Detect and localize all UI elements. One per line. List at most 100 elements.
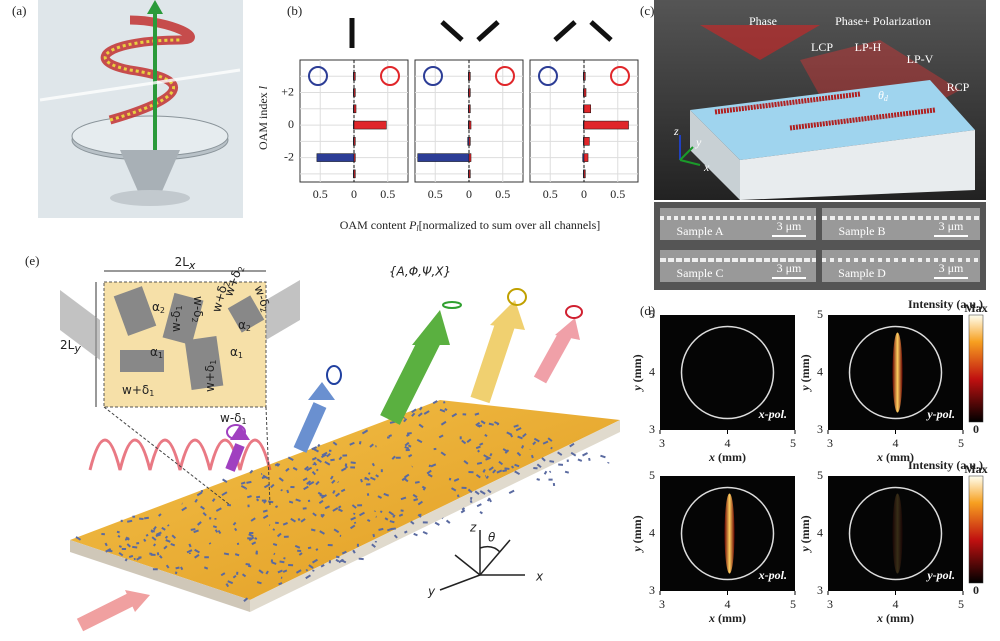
- meta-atom: [318, 499, 324, 505]
- meta-atom: [332, 489, 336, 494]
- meta-atom: [312, 558, 318, 564]
- meta-atom: [326, 453, 331, 458]
- meta-atom: [181, 506, 188, 512]
- meta-atom: [440, 420, 447, 426]
- meta-atom: [365, 429, 368, 432]
- dimension-label: w-δ1: [169, 305, 184, 332]
- meta-atom: [417, 412, 423, 417]
- meta-atom: [476, 461, 483, 465]
- meta-atom: [485, 456, 491, 461]
- meta-atom: [461, 507, 466, 511]
- meta-atom: [359, 511, 365, 517]
- panel-e-art: [60, 270, 620, 632]
- unit: (mm): [630, 515, 644, 543]
- meta-atom: [358, 441, 362, 445]
- meta-atom: [427, 473, 433, 478]
- meta-atom: [388, 434, 393, 438]
- meta-atom: [315, 480, 320, 486]
- meta-atom: [170, 542, 176, 547]
- meta-atoms: [75, 400, 610, 602]
- aperture: [680, 325, 775, 420]
- meta-atom: [532, 441, 537, 446]
- panel-c-art: [654, 0, 986, 290]
- x-subscript: l: [416, 224, 419, 233]
- meta-atom: [302, 477, 308, 482]
- meta-atom: [227, 580, 234, 585]
- meta-atom: [320, 563, 325, 568]
- axis-letter: z: [469, 521, 477, 535]
- panel-label: (a): [12, 3, 26, 18]
- meta-atom: [469, 496, 473, 500]
- meta-atom: [243, 597, 249, 602]
- meta-atom: [514, 470, 521, 476]
- sample-name: Sample D: [838, 266, 886, 280]
- y-tick-label: 4: [817, 364, 823, 378]
- y-tick-label: 3: [817, 422, 823, 436]
- meta-atom: [279, 560, 285, 564]
- meta-atom: [194, 498, 198, 503]
- width-label: 2Lx: [175, 255, 196, 273]
- meta-atom: [124, 537, 130, 541]
- unit: (mm): [718, 450, 746, 464]
- meta-atom: [375, 474, 380, 478]
- meta-atom: [438, 434, 444, 439]
- x-symbol: x: [876, 611, 883, 625]
- meta-atom: [158, 513, 162, 517]
- meta-atom: [550, 446, 553, 450]
- meta-atom: [196, 491, 203, 497]
- meta-atom: [262, 509, 268, 513]
- y-tick-label: 4: [649, 525, 655, 539]
- meta-atom: [564, 470, 570, 474]
- meta-atom: [340, 467, 347, 472]
- meta-atom: [461, 439, 467, 445]
- meta-atom: [152, 526, 157, 531]
- bar: [417, 153, 470, 162]
- meta-atom: [577, 458, 583, 462]
- x-tick-label: 0: [581, 187, 587, 201]
- angle-label: θd: [878, 88, 889, 103]
- meta-atom: [349, 441, 355, 446]
- bar: [468, 104, 471, 114]
- meta-atom: [144, 516, 149, 520]
- meta-atom: [386, 527, 393, 532]
- meta-atom: [498, 460, 504, 466]
- colorbar-title: Intensity (a.u.): [908, 297, 983, 311]
- meta-atom: [270, 483, 275, 489]
- meta-atom: [444, 407, 448, 411]
- y-axis-title: y (mm): [630, 515, 644, 553]
- meta-atom: [298, 552, 303, 556]
- meta-atom: [504, 467, 510, 470]
- subscript: 1: [209, 360, 218, 365]
- meta-atom: [118, 545, 122, 548]
- x-tick-label: 5: [790, 436, 796, 450]
- y-tick-label: 5: [817, 468, 823, 482]
- meta-atom: [484, 433, 488, 438]
- meta-atom: [417, 500, 423, 506]
- subscript: 2: [246, 324, 251, 333]
- meta-atom: [263, 483, 270, 489]
- y-axis-title: OAM index l: [256, 85, 270, 150]
- meta-atom: [492, 469, 497, 474]
- meta-atom: [188, 543, 192, 548]
- meta-atom: [274, 462, 279, 467]
- x-tick-label: 3: [827, 597, 833, 611]
- meta-atom: [274, 505, 279, 509]
- meta-atom: [369, 443, 374, 448]
- meta-atom: [271, 561, 277, 565]
- meta-atom: [332, 441, 338, 446]
- bar: [468, 72, 471, 81]
- meta-atom: [306, 466, 313, 472]
- bar: [353, 72, 356, 81]
- width-base: 2L: [175, 255, 190, 269]
- meta-atom: [483, 454, 490, 459]
- axis-letter: y: [695, 135, 702, 149]
- meta-atom: [256, 498, 260, 502]
- colorbar: [968, 475, 984, 584]
- axis-letter: x: [703, 160, 710, 174]
- meta-atom: [474, 412, 480, 416]
- meta-atom: [391, 527, 396, 531]
- bar: [583, 72, 586, 81]
- meta-atom: [367, 472, 371, 475]
- meta-atom: [506, 431, 513, 436]
